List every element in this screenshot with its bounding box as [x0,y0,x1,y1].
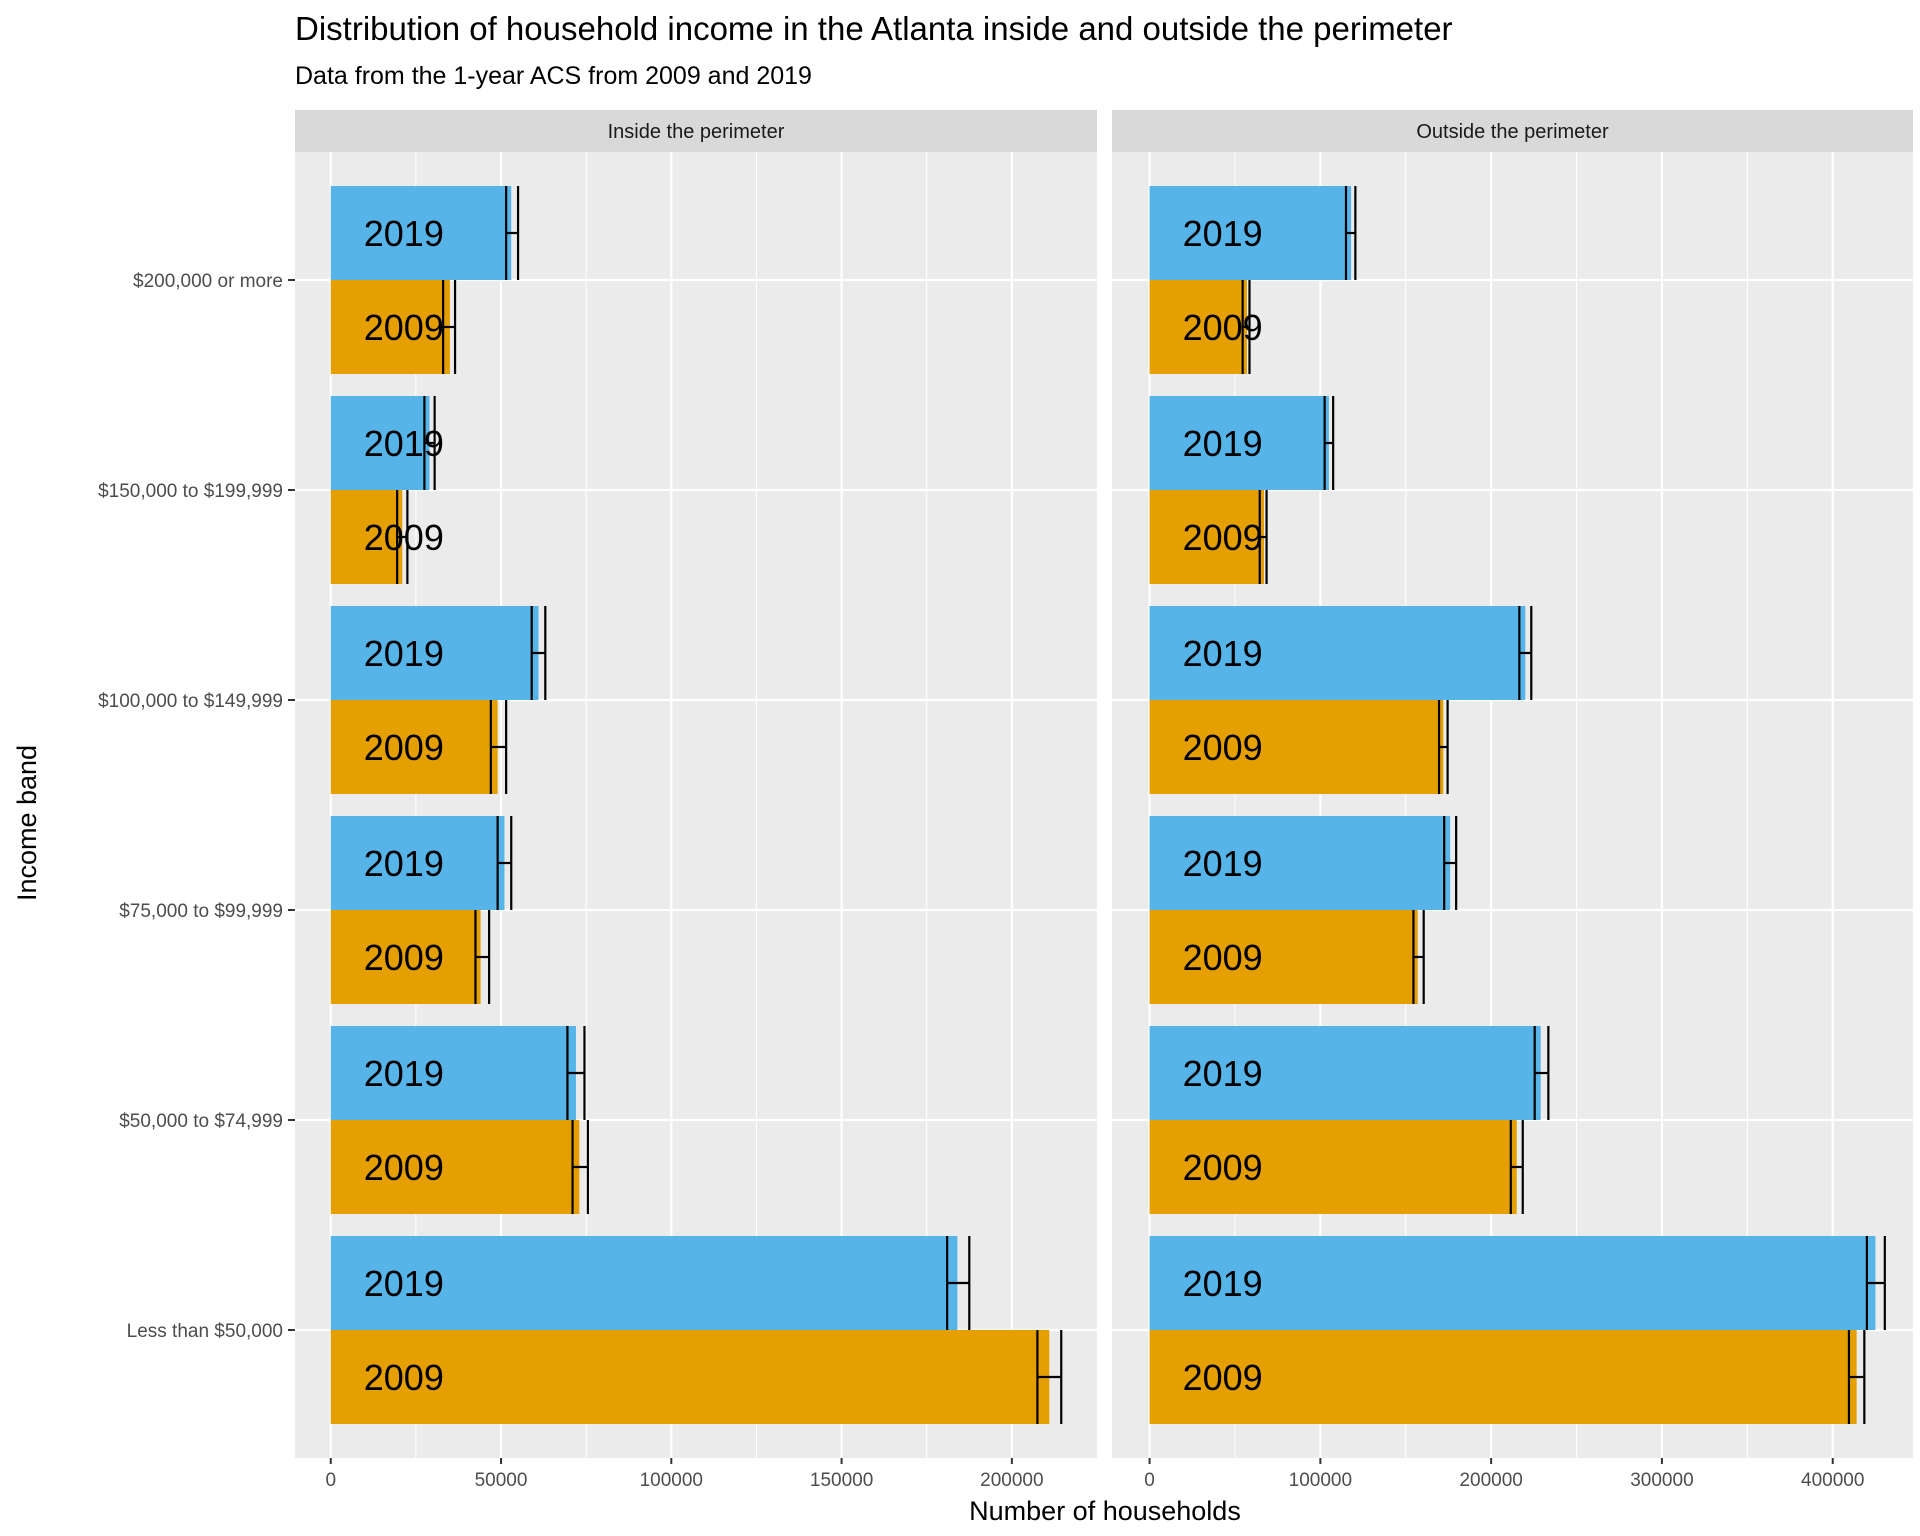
panel-outside: Outside the perimeter 0 100000 200000 300000… [1112,110,1913,1491]
x-tick-label: 400000 [1801,1470,1864,1491]
bar-2019 [330,1236,958,1330]
bar-label-2009: 2009 [1183,517,1263,558]
x-tick-label: 150000 [810,1470,873,1491]
bar-2009 [330,490,403,584]
bar-2019 [1149,396,1329,490]
bar-2009 [330,700,498,794]
bar-label-2019: 2019 [1183,843,1263,884]
bar-label-2009: 2009 [1183,1147,1263,1188]
y-tick-label: $50,000 to $74,999 [119,1111,283,1132]
bar-2009 [330,910,481,1004]
x-tick-label: 100000 [640,1470,703,1491]
bar-2019 [330,396,430,490]
bar-2019 [330,1026,576,1120]
x-tick-label: 200000 [980,1470,1043,1491]
bar-2019 [1149,606,1526,700]
y-tick-label: $75,000 to $99,999 [119,901,283,922]
bar-label-2009: 2009 [364,1147,444,1188]
bar-2009 [1149,1330,1857,1424]
bar-2019 [1149,1236,1876,1330]
x-tick-label: 300000 [1630,1470,1693,1491]
bar-label-2019: 2019 [1183,633,1263,674]
bar-label-2019: 2019 [364,1263,444,1304]
bar-2009 [330,1120,580,1214]
panel-inside: Inside the perimeter 0 50000 100000 150000 20… [98,110,1097,1491]
facet-strip-label: Outside the perimeter [1416,121,1609,143]
x-tick-label: 100000 [1289,1470,1352,1491]
x-axis-title: Number of households [969,1496,1241,1526]
bar-2009 [1149,1120,1517,1214]
y-axis-title: Income band [12,745,42,901]
bar-2009 [1149,910,1418,1004]
bar-2009 [330,1330,1050,1424]
bar-label-2019: 2019 [364,423,444,464]
bar-label-2009: 2009 [1183,937,1263,978]
bar-label-2009: 2009 [1183,1357,1263,1398]
bar-label-2019: 2019 [1183,213,1263,254]
x-tick-label: 50000 [475,1470,528,1491]
bar-2019 [1149,186,1352,280]
bar-label-2009: 2009 [364,727,444,768]
bar-label-2019: 2019 [364,843,444,884]
facet-strip-label: Inside the perimeter [608,121,785,143]
y-tick-label: $150,000 to $199,999 [98,481,283,502]
bar-2019 [330,186,512,280]
bar-label-2019: 2019 [364,633,444,674]
bar-2019 [330,606,539,700]
x-tick-label: 200000 [1459,1470,1522,1491]
bar-label-2019: 2019 [364,213,444,254]
bar-label-2019: 2019 [1183,1263,1263,1304]
chart-title: Distribution of household income in the … [295,10,1453,47]
bar-label-2009: 2009 [364,307,444,348]
bar-2019 [1149,816,1451,910]
bar-label-2019: 2019 [364,1053,444,1094]
bar-label-2009: 2009 [1183,727,1263,768]
x-tick-label: 0 [1144,1470,1155,1491]
y-tick-label: Less than $50,000 [127,1321,283,1342]
panels: Inside the perimeter 0 50000 100000 150000 20… [98,110,1913,1491]
bar-2009 [1149,280,1247,374]
bar-label-2009: 2009 [364,937,444,978]
x-tick-label: 0 [325,1470,336,1491]
bar-label-2019: 2019 [1183,1053,1263,1094]
facet-strip [295,110,1097,152]
bar-label-2009: 2009 [364,1357,444,1398]
bar-2019 [330,816,505,910]
bar-2009 [330,280,450,374]
y-tick-label: $200,000 or more [133,271,283,292]
y-tick-label: $100,000 to $149,999 [98,691,283,712]
bar-2009 [1149,490,1265,584]
bar-2019 [1149,1026,1541,1120]
bar-label-2019: 2019 [1183,423,1263,464]
bar-label-2009: 2009 [1183,307,1263,348]
facet-strip [1112,110,1913,152]
bar-2009 [1149,700,1444,794]
bar-label-2009: 2009 [364,517,444,558]
chart-subtitle: Data from the 1-year ACS from 2009 and 2… [295,62,812,90]
